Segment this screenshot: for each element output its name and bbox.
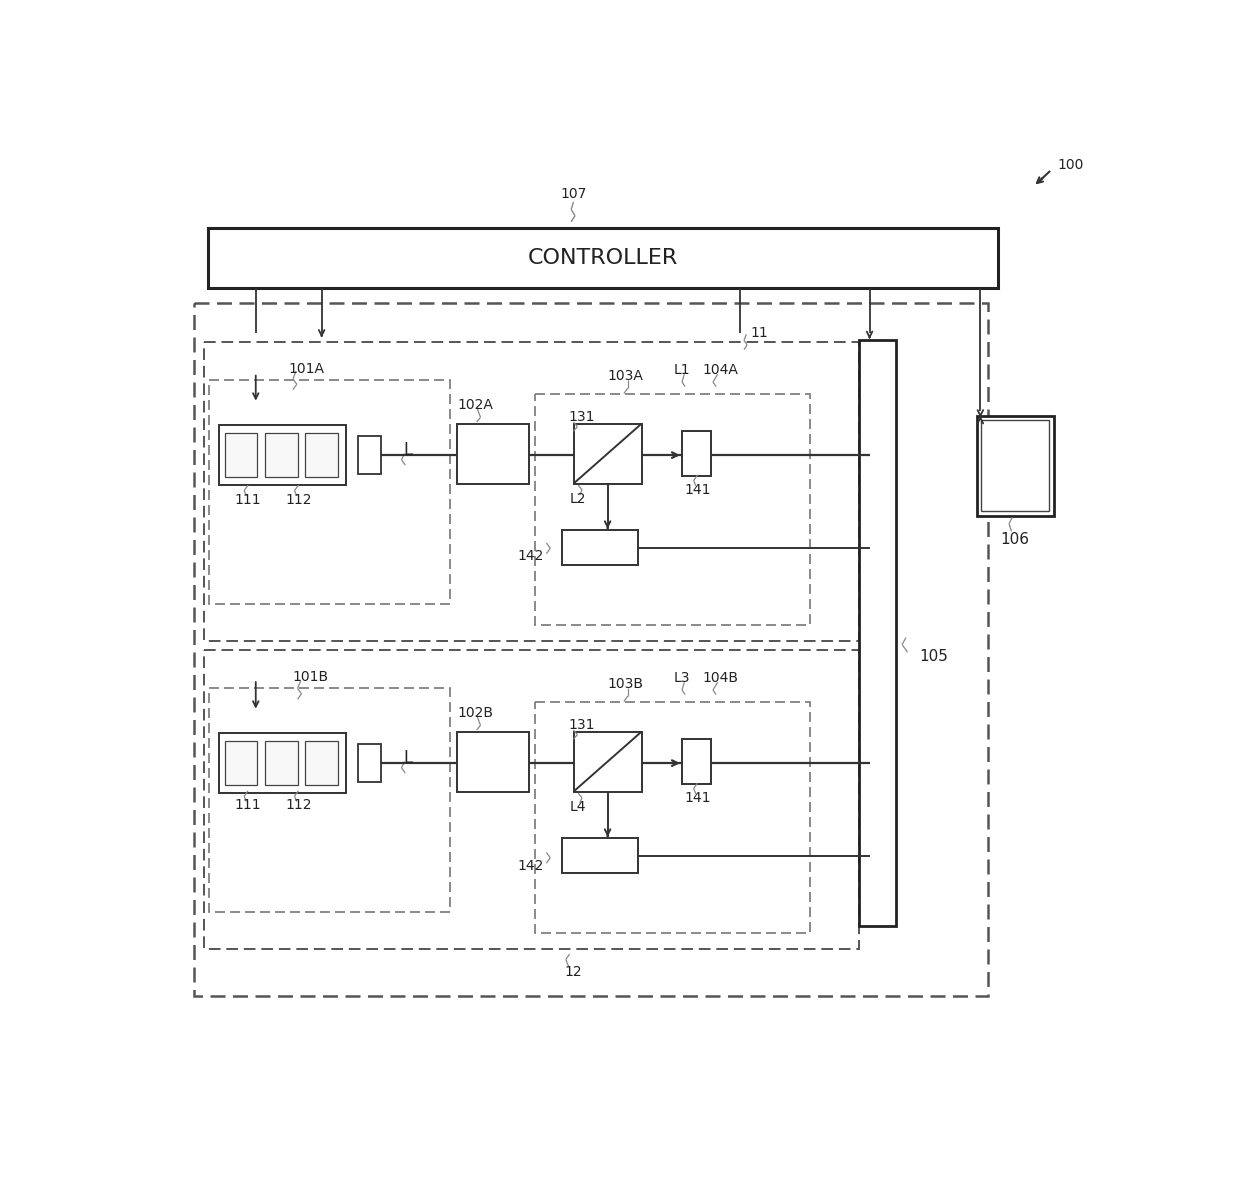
Text: 142: 142 [517,859,544,873]
Bar [203,650,858,948]
Text: 107: 107 [560,187,587,201]
Bar [573,424,642,483]
Text: 102A: 102A [458,398,494,412]
Text: 103B: 103B [608,677,644,691]
Text: L: L [404,749,413,766]
Text: CONTROLLER: CONTROLLER [528,248,678,268]
Text: 106: 106 [1001,531,1029,547]
Bar [203,342,858,640]
Bar [358,436,382,475]
Text: L1: L1 [673,363,691,377]
Text: L3: L3 [673,671,691,685]
Bar [981,420,1049,511]
Bar [573,731,642,791]
Text: 141: 141 [684,791,711,804]
Bar [858,340,895,926]
Text: 112: 112 [285,492,311,507]
Bar [224,740,258,785]
Bar [207,228,998,288]
Text: 142: 142 [517,549,544,563]
Text: 103A: 103A [608,368,644,383]
Text: 12: 12 [564,965,583,979]
Bar [193,304,988,997]
Bar [210,689,449,912]
Text: 104B: 104B [703,671,739,685]
Text: 101A: 101A [288,361,324,376]
Bar [265,432,298,477]
Bar [562,530,637,566]
Text: 100: 100 [1058,158,1084,171]
Text: 141: 141 [684,483,711,497]
Bar [218,733,346,794]
Text: L2: L2 [570,492,587,505]
Text: 112: 112 [285,798,311,813]
Text: 111: 111 [234,492,262,507]
Bar [210,380,449,603]
Bar [358,744,382,782]
Bar [224,432,258,477]
Bar [562,837,637,873]
Text: 11: 11 [750,326,768,340]
Bar [218,425,346,485]
Text: 105: 105 [919,648,949,664]
Bar [977,416,1054,516]
Text: 104A: 104A [703,363,739,377]
Text: 101B: 101B [291,670,329,684]
Text: 111: 111 [234,798,262,813]
Bar [265,740,298,785]
Text: L4: L4 [570,800,587,814]
Bar [534,703,810,933]
Bar [534,394,810,625]
Text: 131: 131 [569,410,595,424]
Bar [305,432,337,477]
Bar [682,431,712,476]
Bar [682,739,712,784]
Text: 102B: 102B [458,706,494,720]
Bar [305,740,337,785]
Text: L: L [404,441,413,458]
Text: 131: 131 [569,718,595,732]
Bar [458,424,528,483]
Bar [458,731,528,791]
